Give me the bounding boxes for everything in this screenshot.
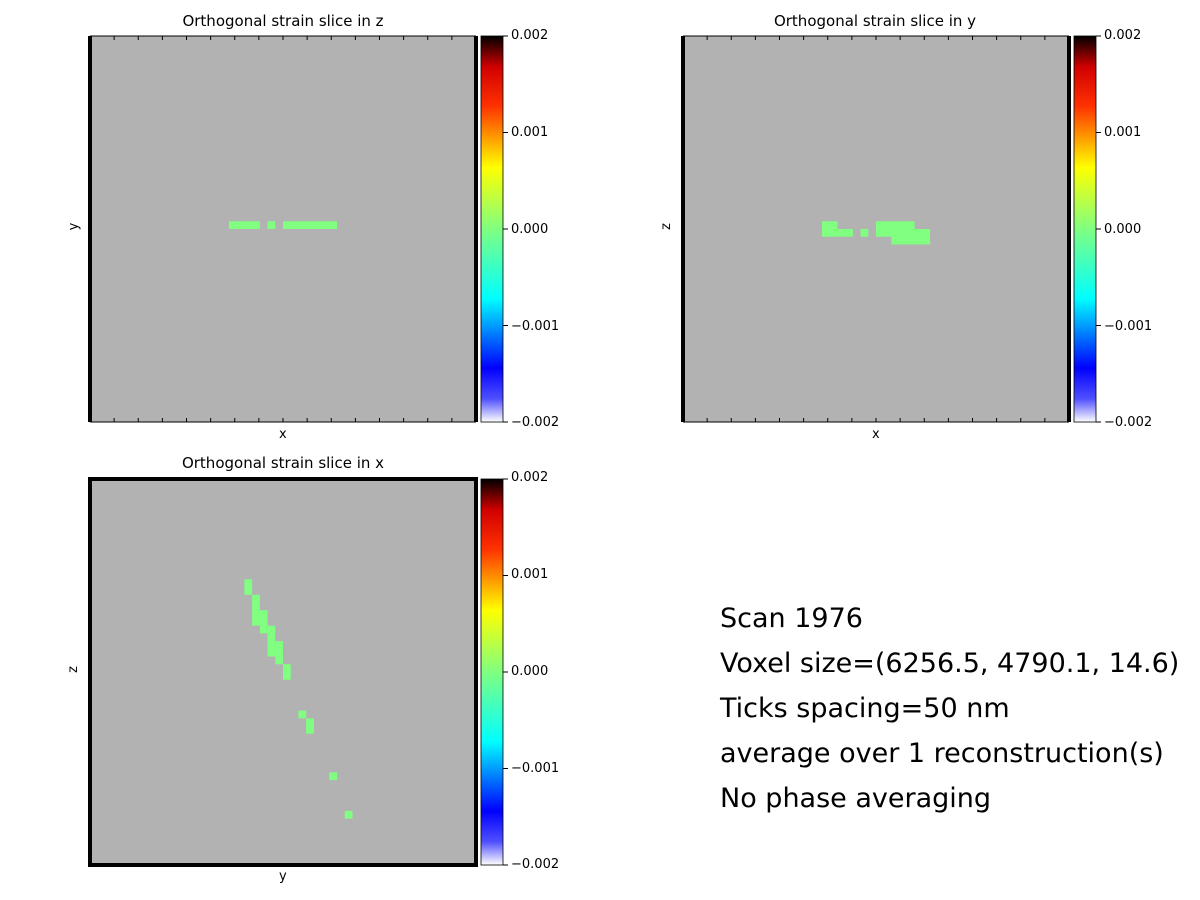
average-text: average over 1 reconstruction(s) [720,738,1164,769]
ticks-spacing-text: Ticks spacing=50 nm [720,693,1010,724]
strain-voxel [821,221,838,237]
strain-voxel [298,710,307,719]
strain-voxel [306,718,314,734]
strain-voxel [860,229,869,237]
colorbar [480,478,504,866]
strain-voxel [275,656,283,665]
colorbar-tick-label: 0.002 [511,28,549,43]
heatmap-plot [88,477,508,867]
colorbar-tick-label: −0.002 [1104,415,1153,430]
colorbar-tick-label: 0.000 [511,664,549,679]
colorbar-tick-label: 0.002 [511,470,549,485]
panel-slice-z: Orthogonal strain slice in z x y 0.002 0… [0,0,600,450]
colorbar [1073,35,1097,423]
panel-slice-x: Orthogonal strain slice in x y z 0.002 0… [65,454,560,884]
panel-title: Orthogonal strain slice in z [182,12,384,30]
strain-voxel [329,772,338,781]
colorbar-tick-label: −0.001 [511,319,560,334]
colorbar-tick-label: 0.001 [1104,125,1142,140]
strain-voxel [259,625,268,634]
strain-voxel [344,810,353,819]
x-axis-label: y [279,869,287,884]
x-axis-label: x [872,427,880,442]
colorbar-tick-label: 0.001 [511,567,549,582]
strain-voxel [228,221,260,229]
voxel-size-text: Voxel size=(6256.5, 4790.1, 14.6) [720,648,1180,679]
strain-voxel [283,664,291,680]
panel-title: Orthogonal strain slice in x [181,454,385,472]
colorbar-tick-label: 0.001 [511,125,549,140]
panel-slice-y: Orthogonal strain slice in y x z 0.002 0… [658,12,1153,442]
strain-voxel [267,625,276,642]
colorbar-tick-label: −0.001 [1104,319,1153,334]
heatmap-plot [88,35,508,423]
panel-title: Orthogonal strain slice in y [773,12,977,30]
phase-averaging-text: No phase averaging [720,783,992,814]
colorbar-tick-label: −0.001 [511,761,560,776]
strain-voxel [837,229,853,237]
strain-voxel [252,594,260,611]
strain-voxel [267,641,283,657]
plot-frame [88,477,478,867]
heatmap-plot [681,35,1101,423]
scan-number-text: Scan 1976 [720,603,863,634]
y-axis-label: z [65,666,81,673]
strain-voxel [283,221,338,229]
colorbar-tick-label: 0.002 [1104,28,1142,43]
strain-voxel [252,610,268,626]
x-axis-label: x [279,427,287,442]
colorbar-tick-label: 0.000 [1104,222,1142,237]
strain-voxel [244,579,253,595]
colorbar-tick-label: −0.002 [511,857,560,872]
colorbar-tick-label: −0.002 [511,415,560,430]
y-axis-label: z [658,223,674,230]
strain-voxel [267,221,276,229]
colorbar-tick-label: 0.000 [511,222,549,237]
strain-voxel [891,229,931,245]
